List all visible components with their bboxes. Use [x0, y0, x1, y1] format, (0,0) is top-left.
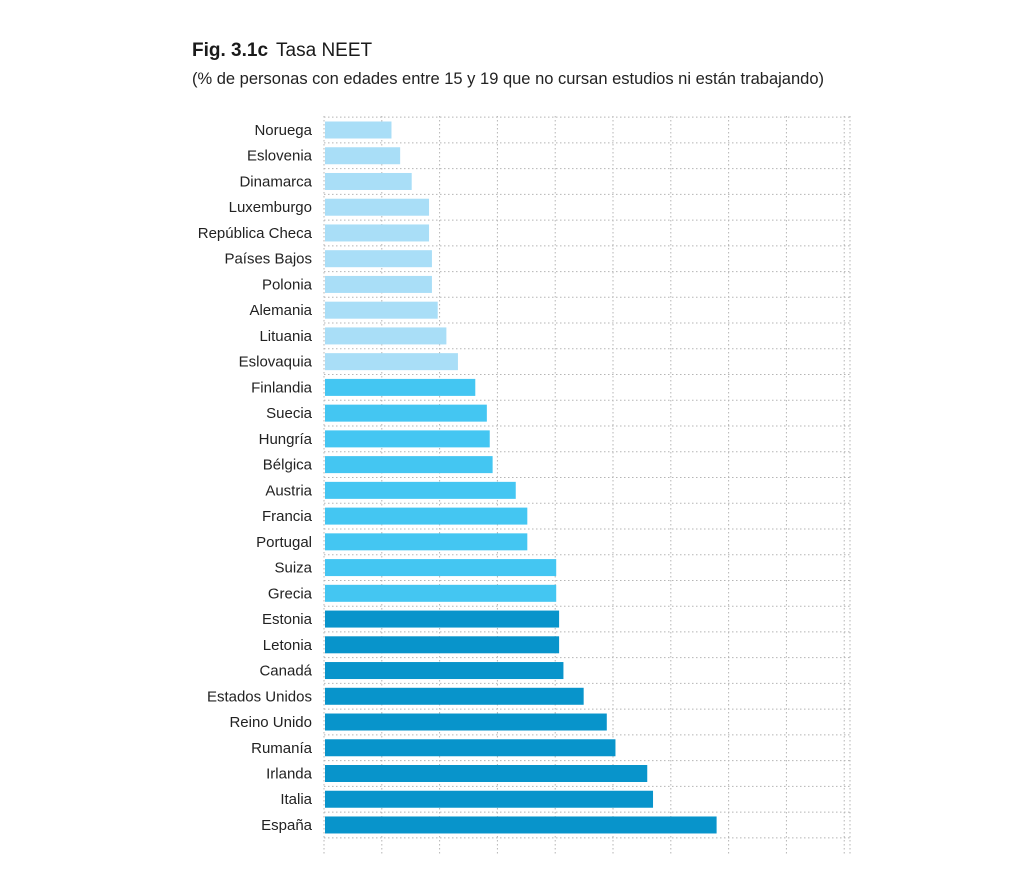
bar-20: [325, 610, 560, 628]
category-label: Austria: [265, 482, 312, 499]
category-label: Italia: [280, 791, 312, 808]
category-label: Noruega: [254, 122, 312, 139]
bar-11: [325, 378, 476, 396]
category-label: Estados Unidos: [207, 688, 312, 705]
category-label: Rumanía: [251, 740, 313, 757]
category-label: Canadá: [259, 663, 312, 680]
bar-1: [325, 121, 392, 139]
bar-28: [325, 816, 717, 834]
figure-title: Tasa NEET: [276, 40, 373, 61]
bar-3: [325, 172, 412, 190]
bar-5: [325, 224, 430, 242]
bar-17: [325, 533, 528, 551]
bar-4: [325, 198, 430, 216]
category-label: Reino Unido: [229, 714, 312, 731]
category-label: Letonia: [263, 637, 313, 654]
category-label: Finlandia: [251, 379, 313, 396]
bar-22: [325, 662, 564, 680]
bar-27: [325, 790, 654, 808]
bar-16: [325, 507, 528, 525]
bar-25: [325, 739, 616, 757]
category-label: Bélgica: [263, 457, 313, 474]
category-label: Polonia: [262, 276, 313, 293]
category-label: Dinamarca: [239, 173, 312, 190]
bar-10: [325, 353, 458, 371]
category-label: Estonia: [262, 611, 313, 628]
bar-9: [325, 327, 447, 345]
bar-2: [325, 147, 401, 165]
bar-8: [325, 301, 438, 319]
bar-24: [325, 713, 607, 731]
category-label: Luxemburgo: [229, 199, 312, 216]
bar-15: [325, 481, 516, 499]
bar-13: [325, 430, 490, 448]
bar-18: [325, 559, 557, 577]
category-label: Grecia: [268, 585, 313, 602]
chart-subtitle: (% de personas con edades entre 15 y 19 …: [192, 70, 825, 88]
bar-26: [325, 765, 648, 782]
figure-number: Fig. 3.1c: [192, 40, 269, 61]
category-label: Eslovenia: [247, 148, 313, 165]
bar-14: [325, 456, 493, 474]
category-label: Hungría: [259, 431, 313, 448]
category-label: República Checa: [198, 225, 313, 242]
bar-19: [325, 584, 557, 602]
bar-6: [325, 250, 432, 268]
bar-21: [325, 636, 560, 654]
category-label: Irlanda: [266, 766, 313, 783]
category-label: Alemania: [249, 302, 312, 319]
category-label: Eslovaquia: [239, 354, 313, 371]
category-label: Suiza: [274, 560, 312, 577]
category-label: Lituania: [259, 328, 312, 345]
bar-23: [325, 687, 584, 705]
category-label: Suecia: [266, 405, 313, 422]
category-label: España: [261, 817, 313, 834]
category-label: Francia: [262, 508, 313, 525]
category-label: Países Bajos: [224, 251, 312, 268]
bar-7: [325, 275, 432, 293]
bar-12: [325, 404, 487, 422]
chart-title: Fig. 3.1c Tasa NEET: [192, 40, 372, 62]
category-label: Portugal: [256, 534, 312, 551]
